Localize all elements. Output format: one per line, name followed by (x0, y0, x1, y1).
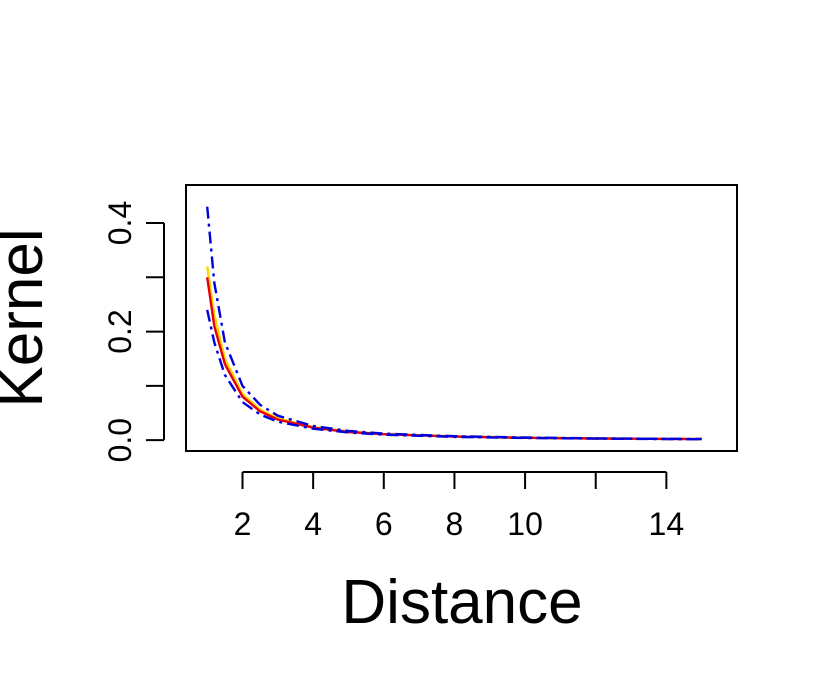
x-axis: 2 4 6 8 10 14 (234, 471, 685, 542)
x-tick-label: 6 (375, 506, 393, 542)
plot-frame (185, 184, 738, 452)
series-line (206, 266, 702, 441)
y-tick-label: 0.0 (102, 418, 138, 462)
series-layer (206, 206, 702, 441)
x-axis-label: Distance (341, 568, 582, 637)
x-tick-label: 14 (649, 506, 685, 542)
x-tick-label: 2 (234, 506, 252, 542)
series-line (206, 277, 702, 441)
x-tick-label: 8 (446, 506, 464, 542)
y-axis: 0.0 0.2 0.4 (102, 201, 165, 462)
y-axis-label: Kernel (0, 228, 56, 407)
x-tick-label: 10 (507, 506, 543, 542)
y-tick-label: 0.2 (102, 309, 138, 353)
series-line (206, 206, 702, 441)
series-line (206, 309, 702, 441)
y-tick-label: 0.4 (102, 201, 138, 245)
x-tick-label: 4 (304, 506, 322, 542)
